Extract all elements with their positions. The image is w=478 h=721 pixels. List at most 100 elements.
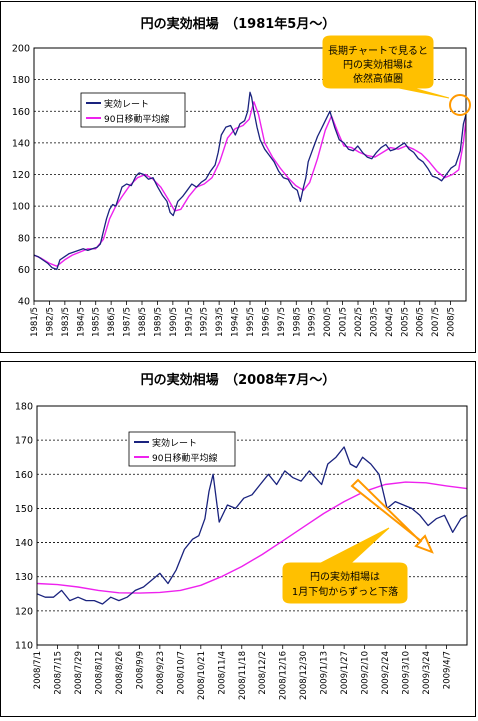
x-tick-label: 2008/12/30 xyxy=(299,651,309,700)
callout: 長期チャートで見ると 円の実効相場は 依然高値圏 xyxy=(322,35,471,116)
x-tick-label: 2009/1/27 xyxy=(340,651,350,695)
x-tick-label: 2009/1/13 xyxy=(320,651,330,695)
x-tick-labels: 2008/7/1 2008/7/15 2008/7/29 2008/8/12 2008/… xyxy=(33,645,453,700)
x-tick-label: 2009/2/10 xyxy=(361,651,371,695)
down-arrow xyxy=(350,478,434,554)
x-tick-label: 1985/5 xyxy=(92,307,102,337)
x-tick-label: 2003/5 xyxy=(369,307,379,337)
x-tick-label: 1994/5 xyxy=(231,307,241,337)
x-tick-label: 2008/7/15 xyxy=(53,651,63,695)
x-tick-label: 1982/5 xyxy=(45,307,55,337)
x-tick-label: 1989/5 xyxy=(153,307,163,337)
y-tick-label: 100 xyxy=(12,202,30,213)
x-tick-label: 1999/5 xyxy=(308,307,318,337)
legend-label-rate: 実効レート xyxy=(104,98,149,110)
x-tick-label: 2008/8/26 xyxy=(115,651,125,695)
y-tick-label: 180 xyxy=(12,75,30,86)
x-tick-label: 1988/5 xyxy=(138,307,148,337)
x-tick-label: 1993/5 xyxy=(215,307,225,337)
y-tick-label: 150 xyxy=(15,504,33,515)
y-tick-label: 130 xyxy=(15,572,33,583)
series-line-rate xyxy=(36,446,468,605)
y-tick-labels: 110 120 130 140 150 160 170 180 xyxy=(15,402,33,652)
x-tick-label: 1991/5 xyxy=(184,307,194,337)
x-tick-label: 2008/5 xyxy=(447,307,457,337)
x-tick-labels: 1981/5 1982/5 1983/5 1984/5 1985/5 1986/5 1987… xyxy=(30,301,457,337)
x-tick-label: 2008/7/1 xyxy=(33,651,43,689)
recent-chart: 円の実効相場 （2008年7月～） 1101201301401501601701… xyxy=(15,372,468,700)
x-tick-label: 1981/5 xyxy=(30,307,40,337)
x-tick-label: 1986/5 xyxy=(107,307,117,337)
callout-line-2: 1月下旬からずっと下落 xyxy=(292,585,398,598)
x-tick-label: 2009/3/24 xyxy=(422,651,432,695)
y-tick-label: 180 xyxy=(15,402,33,413)
x-tick-label: 2008/11/18 xyxy=(238,651,248,700)
long-term-chart: 円の実効相場 （1981年5月～） 40 60 80 100 120 140 160 180 2… xyxy=(12,16,471,337)
y-tick-label: 120 xyxy=(15,606,33,617)
x-tick-label: 2008/9/9 xyxy=(135,651,145,689)
x-tick-label: 1995/5 xyxy=(246,307,256,337)
x-tick-label: 2008/12/16 xyxy=(279,651,289,700)
x-tick-label: 1984/5 xyxy=(76,307,86,337)
legend: 実効レート 90日移動平均線 xyxy=(128,431,236,467)
y-tick-label: 40 xyxy=(18,297,30,308)
x-tick-label: 1998/5 xyxy=(292,307,302,337)
x-tick-label: 2008/11/4 xyxy=(217,651,227,695)
x-tick-label: 2005/5 xyxy=(400,307,410,337)
y-tick-label: 120 xyxy=(12,170,30,181)
series-line-ma xyxy=(36,481,468,594)
legend-box xyxy=(128,431,236,467)
callout-line-1: 円の実効相場は xyxy=(310,570,380,583)
x-tick-label: 2007/5 xyxy=(431,307,441,337)
x-tick-label: 1992/5 xyxy=(200,307,210,337)
y-tick-label: 140 xyxy=(15,538,33,549)
y-tick-label: 110 xyxy=(15,641,33,652)
x-tick-label: 2004/5 xyxy=(385,307,395,337)
y-tick-label: 160 xyxy=(15,470,33,481)
long-term-chart-panel: 円の実効相場 （1981年5月～） 40 60 80 100 120 140 160 180 2… xyxy=(0,1,476,353)
y-tick-label: 200 xyxy=(12,44,30,55)
x-tick-label: 1990/5 xyxy=(169,307,179,337)
series-line-ma xyxy=(33,101,467,267)
y-tick-label: 170 xyxy=(15,436,33,447)
callout-bubble xyxy=(282,527,408,604)
x-tick-label: 2002/5 xyxy=(354,307,364,337)
series-lines xyxy=(33,91,467,271)
x-tick-label: 2000/5 xyxy=(323,307,333,337)
legend-label-ma: 90日移動平均線 xyxy=(152,452,217,464)
x-tick-label: 2009/3/10 xyxy=(402,651,412,695)
x-tick-label: 2008/10/7 xyxy=(176,651,186,695)
legend: 実効レート 90日移動平均線 xyxy=(80,92,186,128)
legend-label-ma: 90日移動平均線 xyxy=(104,113,169,125)
y-tick-label: 160 xyxy=(12,107,30,118)
x-tick-label: 1987/5 xyxy=(123,307,133,337)
callout-line-3: 依然高値圏 xyxy=(353,72,403,85)
legend-box xyxy=(80,92,186,128)
x-tick-label: 2006/5 xyxy=(416,307,426,337)
x-tick-label: 2008/12/2 xyxy=(258,651,268,695)
x-tick-label: 2009/2/24 xyxy=(381,651,391,695)
x-tick-label: 2008/8/12 xyxy=(94,651,104,695)
y-tick-label: 140 xyxy=(12,138,30,149)
callout-bubble xyxy=(322,35,450,99)
highlight-circle xyxy=(449,94,471,116)
x-tick-label: 2008/9/23 xyxy=(156,651,166,695)
x-tick-label: 2001/5 xyxy=(339,307,349,337)
x-tick-label: 1996/5 xyxy=(261,307,271,337)
x-tick-label: 1983/5 xyxy=(61,307,71,337)
x-tick-label: 2009/4/7 xyxy=(443,651,453,689)
x-tick-label: 1997/5 xyxy=(277,307,287,337)
series-line-rate xyxy=(33,91,467,271)
x-tick-label: 2008/10/21 xyxy=(197,651,207,700)
y-tick-labels: 40 60 80 100 120 140 160 180 200 xyxy=(12,44,30,308)
plot-area-border xyxy=(36,405,468,646)
plot-area-border xyxy=(33,47,467,302)
recent-chart-panel: 円の実効相場 （2008年7月～） 110 120 130 140 150 160 170 1… xyxy=(0,361,476,717)
y-tick-label: 60 xyxy=(18,265,30,276)
series-lines xyxy=(36,446,468,605)
callout-line-2: 円の実効相場は xyxy=(343,58,413,71)
chart-title: 円の実効相場 （2008年7月～） xyxy=(141,372,336,388)
x-tick-label: 2008/7/29 xyxy=(74,651,84,695)
callout: 円の実効相場は 1月下旬からずっと下落 xyxy=(282,478,434,604)
callout-line-1: 長期チャートで見ると xyxy=(328,45,428,57)
